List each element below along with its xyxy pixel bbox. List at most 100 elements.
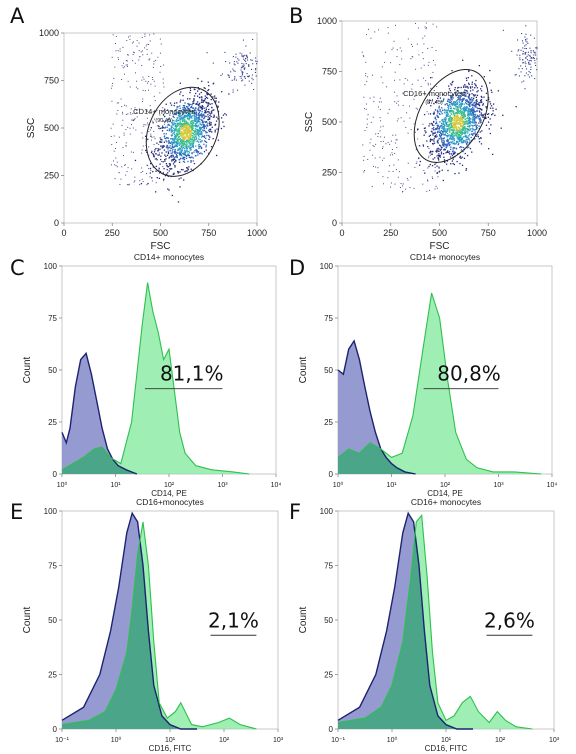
scatter-point [123,62,125,64]
scatter-point [197,134,200,137]
scatter-point [415,107,417,109]
scatter-point [423,43,425,45]
y-tick-label-c-4: 100 [44,262,58,271]
scatter-point [191,152,193,155]
scatter-point [174,150,176,152]
scatter-point [168,141,171,144]
scatter-point [174,140,176,143]
scatter-point [451,134,454,136]
scatter-point [223,125,225,128]
scatter-point [182,124,184,126]
scatter-point [133,181,135,183]
scatter-point [457,111,460,113]
x-tick-label-d-2: 10² [440,482,451,489]
scatter-point [471,93,473,95]
scatter-point [463,93,465,95]
scatter-point [194,112,196,114]
scatter-point [195,123,197,125]
scatter-point [530,52,532,54]
scatter-point [485,124,488,126]
scatter-point [188,107,190,110]
scatter-point [474,120,476,123]
scatter-point [438,153,440,155]
scatter-point [366,118,368,120]
scatter-point [179,132,181,135]
scatter-point [156,159,158,161]
y-tick-label-c-3: 75 [48,314,57,323]
scatter-point [186,130,189,132]
scatter-point [188,113,190,115]
scatter-point [187,145,189,147]
scatter-point [173,161,175,163]
scatter-point [456,127,458,129]
scatter-point [475,85,477,87]
scatter-point [149,176,151,178]
scatter-point [480,90,483,92]
scatter-point [173,172,175,174]
scatter-point [184,126,186,129]
scatter-point [189,116,192,119]
scatter-point [209,103,211,105]
scatter-point [176,106,178,108]
scatter-point [426,140,428,142]
scatter-point [440,151,443,153]
scatter-point [485,117,487,119]
scatter-point [210,111,213,113]
scatter-point [469,140,471,142]
x-tick-label-e-0: 10⁻¹ [55,737,69,744]
scatter-point [180,117,182,119]
scatter-point [140,172,142,174]
scatter-point [434,117,436,119]
scatter-point [476,94,479,97]
scatter-point [467,95,469,98]
scatter-point [168,163,171,165]
scatter-point [425,80,427,82]
scatter-point [182,117,184,120]
scatter-point [536,69,538,71]
scatter-point [454,101,456,104]
scatter-point [186,125,189,127]
scatter-point [195,103,197,105]
scatter-point [458,98,460,100]
scatter-point [454,134,457,136]
scatter-point [141,132,143,134]
scatter-point [246,54,248,56]
scatter-point [237,58,239,60]
scatter-point [479,120,481,122]
scatter-point [212,96,214,98]
scatter-point [414,131,416,133]
x-tick-label-b-2: 500 [432,228,447,238]
scatter-point [438,167,440,169]
scatter-point [411,45,413,47]
scatter-point [203,143,205,145]
scatter-point [448,153,451,155]
scatter-point [180,177,182,179]
scatter-point [433,111,435,113]
scatter-point [536,58,538,60]
scatter-point [446,100,449,103]
scatter-point [149,112,151,114]
scatter-point [152,120,154,122]
scatter-point [202,106,204,108]
scatter-point [156,142,158,144]
scatter-point [205,131,207,133]
scatter-point [172,138,174,140]
scatter-point [168,124,170,126]
scatter-point [469,105,471,108]
scatter-point [394,71,396,73]
scatter-point [185,144,187,146]
scatter-point [170,131,173,133]
scatter-point [372,116,374,118]
scatter-point [522,50,524,53]
scatter-point [438,134,441,136]
scatter-point [443,126,445,128]
scatter-point [472,120,474,122]
scatter-point [434,109,437,111]
scatter-point [514,74,516,76]
scatter-point [480,88,482,90]
scatter-point [454,119,456,121]
scatter-point [440,124,442,127]
scatter-point [165,137,168,139]
scatter-point [443,112,446,114]
scatter-point [141,149,143,151]
